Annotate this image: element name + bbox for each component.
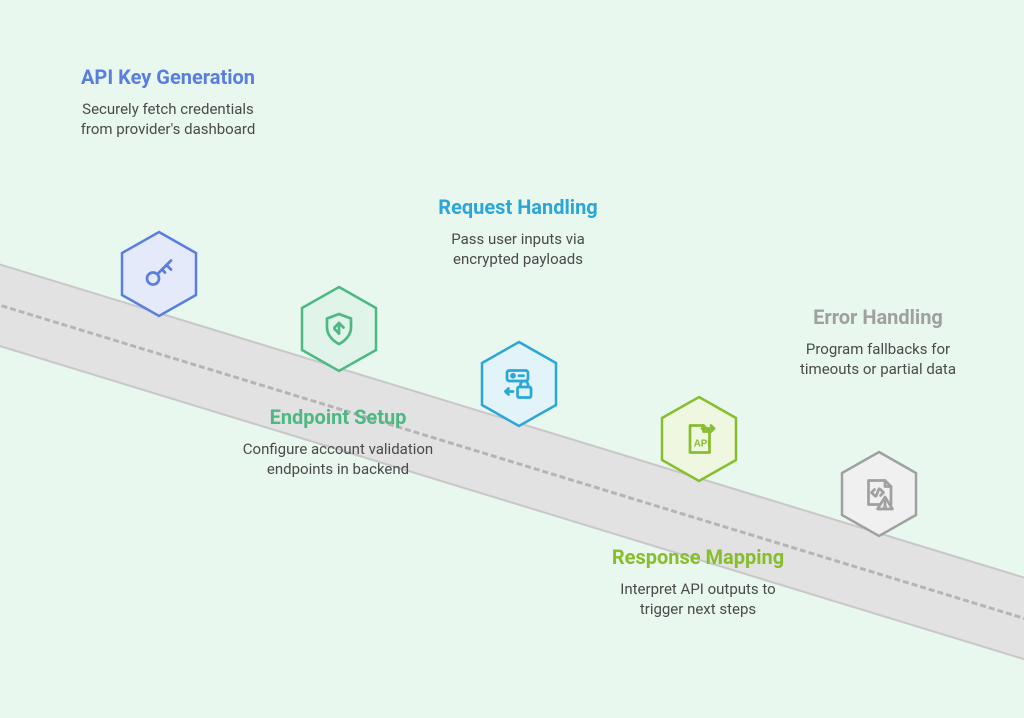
step-endpoint-text: Endpoint Setup Configure account validat… [238,405,438,480]
svg-text:API: API [694,439,711,450]
step-title: Response Mapping [598,545,798,569]
code-warning-icon [861,476,897,512]
key-icon [141,256,177,292]
step-desc: Interpret API outputs to trigger next st… [598,579,798,620]
step-desc: Securely fetch credentials from provider… [68,99,268,140]
step-title: Endpoint Setup [238,405,438,429]
hex-endpoint [300,285,378,373]
hex-api-key [120,230,198,318]
step-title: API Key Generation [68,65,268,89]
hex-request [480,340,558,428]
api-doc-icon: API [681,421,717,457]
step-desc: Configure account validation endpoints i… [238,439,438,480]
step-title: Request Handling [418,195,618,219]
step-desc: Program fallbacks for timeouts or partia… [778,339,978,380]
step-api-key-text: API Key Generation Securely fetch creden… [68,65,268,140]
lock-transfer-icon [501,366,537,402]
step-response-text: Response Mapping Interpret API outputs t… [598,545,798,620]
step-error-text: Error Handling Program fallbacks for tim… [778,305,978,380]
shield-icon [321,311,357,347]
step-title: Error Handling [778,305,978,329]
hex-error [840,450,918,538]
step-request-text: Request Handling Pass user inputs via en… [418,195,618,270]
hex-response: API [660,395,738,483]
step-desc: Pass user inputs via encrypted payloads [418,229,618,270]
